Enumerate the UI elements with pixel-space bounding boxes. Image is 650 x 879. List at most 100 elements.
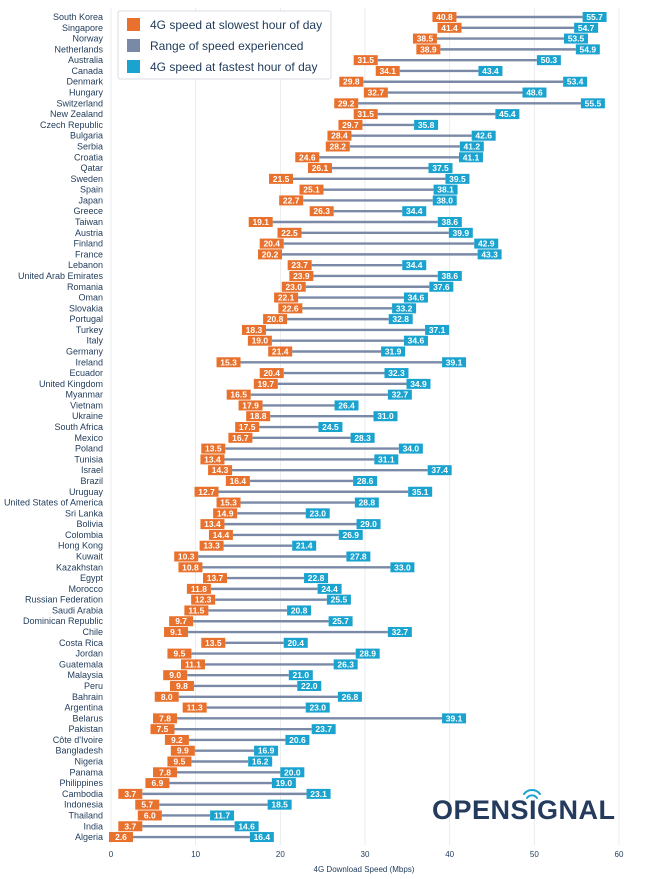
- x-tick-label: 30: [361, 850, 370, 859]
- max-marker: [311, 724, 336, 735]
- country-label: Côte d'Ivoire: [53, 735, 103, 745]
- min-value-label: 32.7: [368, 88, 385, 98]
- legend-label-range: Range of speed experienced: [150, 39, 303, 53]
- country-label: Greece: [73, 206, 103, 216]
- legend-box: [117, 10, 332, 80]
- min-marker: [258, 249, 283, 260]
- max-value-label: 31.0: [377, 411, 394, 421]
- min-value-label: 19.0: [252, 336, 269, 346]
- max-value-label: 22.0: [301, 681, 318, 691]
- max-value-label: 25.7: [332, 616, 349, 626]
- min-marker: [145, 778, 170, 789]
- max-value-label: 38.0: [436, 195, 453, 205]
- max-marker: [406, 378, 431, 389]
- max-value-label: 23.0: [309, 703, 326, 713]
- min-value-label: 23.9: [293, 271, 310, 281]
- country-row: 20.2 43.3: [258, 249, 502, 260]
- country-row: 19.0 34.6: [247, 335, 428, 346]
- min-marker: [169, 680, 194, 691]
- country-row: 24.6 41.1: [295, 152, 483, 163]
- country-row: 3.7 14.6: [118, 821, 259, 832]
- max-value-label: 24.5: [322, 422, 339, 432]
- max-marker: [387, 627, 412, 638]
- country-row: 17.9 26.4: [238, 400, 359, 411]
- max-marker: [574, 22, 599, 33]
- min-marker: [137, 810, 162, 821]
- min-marker: [199, 540, 224, 551]
- max-marker: [437, 270, 462, 281]
- country-label: Ukraine: [72, 411, 103, 421]
- min-value-label: 15.3: [220, 498, 237, 508]
- min-marker: [135, 799, 160, 810]
- country-label: Vietnam: [70, 400, 103, 410]
- min-value-label: 28.2: [329, 141, 346, 151]
- max-value-label: 20.8: [291, 605, 308, 615]
- min-value-label: 16.5: [230, 390, 247, 400]
- min-value-label: 11.1: [185, 659, 201, 669]
- min-value-label: 8.0: [161, 692, 173, 702]
- max-marker: [437, 217, 462, 228]
- x-tick-label: 10: [191, 850, 200, 859]
- logo-text: OPENSIGNAL: [432, 795, 616, 825]
- min-value-label: 7.8: [159, 713, 171, 723]
- country-row: 11.1 26.3: [180, 659, 358, 670]
- country-row: 16.5 32.7: [226, 389, 412, 400]
- country-label: Egypt: [80, 573, 104, 583]
- min-marker: [186, 583, 211, 594]
- min-value-label: 12.7: [198, 487, 215, 497]
- min-marker: [225, 475, 250, 486]
- min-value-label: 14.9: [217, 508, 234, 518]
- country-row: 13.5 34.0: [201, 443, 423, 454]
- max-marker: [337, 691, 362, 702]
- max-value-label: 11.7: [214, 810, 230, 820]
- max-marker: [445, 173, 470, 184]
- country-row: 5.7 18.5: [135, 799, 292, 810]
- max-value-label: 32.3: [388, 368, 405, 378]
- max-value-label: 21.4: [296, 541, 313, 551]
- min-value-label: 13.5: [205, 444, 222, 454]
- country-label: Slovakia: [69, 303, 103, 313]
- min-marker: [363, 87, 388, 98]
- country-row: 13.4 29.0: [200, 519, 381, 530]
- max-value-label: 23.1: [310, 789, 327, 799]
- country-row: 41.4 54.7: [437, 22, 599, 33]
- country-label: Algeria: [75, 832, 103, 842]
- min-marker: [153, 767, 178, 778]
- country-label: Russian Federation: [25, 595, 103, 605]
- max-marker: [354, 497, 379, 508]
- min-value-label: 10.3: [178, 552, 195, 562]
- max-marker: [448, 227, 473, 238]
- min-value-label: 10.8: [182, 562, 199, 572]
- max-value-label: 19.0: [276, 778, 293, 788]
- country-row: 23.9 38.6: [289, 270, 462, 281]
- country-row: 22.5 39.9: [277, 227, 473, 238]
- max-marker: [477, 249, 502, 260]
- country-row: 12.7 35.1: [194, 486, 433, 497]
- max-value-label: 32.7: [392, 627, 409, 637]
- min-value-label: 21.4: [272, 346, 289, 356]
- max-value-label: 34.0: [403, 444, 420, 454]
- country-row: 7.8 20.0: [153, 767, 305, 778]
- max-value-label: 34.4: [406, 206, 423, 216]
- max-marker: [304, 573, 329, 584]
- max-marker: [333, 659, 358, 670]
- legend-swatch-max: [127, 60, 140, 73]
- country-row: 40.8 55.7: [432, 12, 607, 22]
- min-marker: [153, 713, 178, 724]
- min-value-label: 11.5: [188, 605, 204, 615]
- country-label: Singapore: [62, 23, 103, 33]
- country-label: Taiwan: [75, 217, 103, 227]
- max-marker: [283, 637, 308, 648]
- country-label: Brazil: [80, 476, 103, 486]
- min-marker: [437, 22, 462, 33]
- min-marker: [309, 206, 334, 217]
- max-marker: [297, 680, 322, 691]
- country-row: 7.8 39.1: [153, 713, 467, 724]
- country-row: 22.7 38.0: [279, 195, 457, 206]
- min-marker: [241, 324, 266, 335]
- min-value-label: 13.4: [204, 454, 221, 464]
- x-tick-label: 0: [109, 850, 114, 859]
- max-marker: [459, 141, 484, 152]
- min-value-label: 11.3: [187, 703, 203, 713]
- x-axis: 4G Download Speed (Mbps) 0 10 20 30 40 50 60: [109, 850, 624, 874]
